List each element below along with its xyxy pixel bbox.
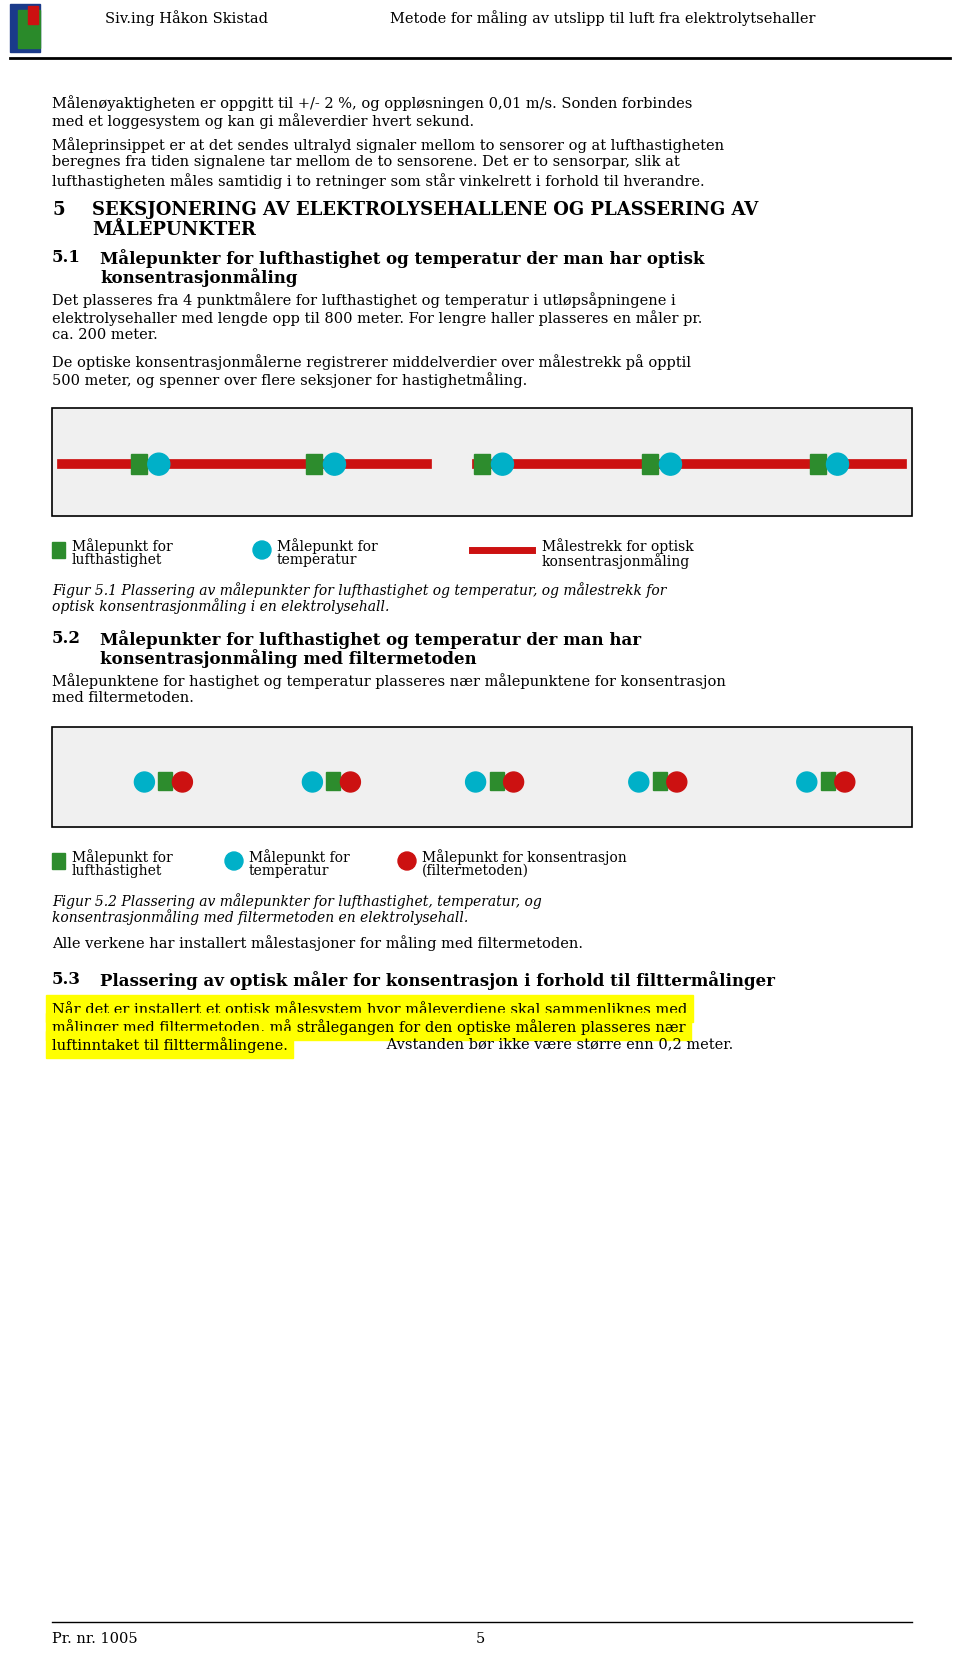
Circle shape bbox=[492, 453, 514, 475]
Text: Figur 5.1 Plassering av målepunkter for lufthastighet og temperatur, og målestre: Figur 5.1 Plassering av målepunkter for … bbox=[52, 581, 666, 598]
Text: 5.3: 5.3 bbox=[52, 971, 81, 988]
Text: 5.2: 5.2 bbox=[52, 630, 81, 646]
Bar bbox=[326, 771, 341, 790]
Text: med et loggesystem og kan gi måleverdier hvert sekund.: med et loggesystem og kan gi måleverdier… bbox=[52, 113, 474, 128]
Bar bbox=[52, 853, 65, 870]
Text: beregnes fra tiden signalene tar mellom de to sensorene. Det er to sensorpar, sl: beregnes fra tiden signalene tar mellom … bbox=[52, 155, 680, 168]
Text: Målepunkter for lufthastighet og temperatur der man har optisk: Målepunkter for lufthastighet og tempera… bbox=[100, 248, 705, 268]
Text: optisk konsentrasjonmåling i en elektrolysehall.: optisk konsentrasjonmåling i en elektrol… bbox=[52, 598, 390, 613]
Text: konsentrasjonmåling med filtermetoden: konsentrasjonmåling med filtermetoden bbox=[100, 650, 476, 668]
Text: Avstanden bør ikke være større enn 0,2 meter.: Avstanden bør ikke være større enn 0,2 m… bbox=[382, 1036, 733, 1051]
Text: Pr. nr. 1005: Pr. nr. 1005 bbox=[52, 1633, 137, 1646]
Circle shape bbox=[253, 541, 271, 560]
Text: Målenøyaktigheten er oppgitt til +/- 2 %, og oppløsningen 0,01 m/s. Sonden forbi: Målenøyaktigheten er oppgitt til +/- 2 %… bbox=[52, 95, 692, 112]
Text: ca. 200 meter.: ca. 200 meter. bbox=[52, 328, 157, 342]
Bar bbox=[490, 771, 504, 790]
Text: Målepunkt for: Målepunkt for bbox=[249, 850, 349, 865]
Bar bbox=[18, 10, 40, 48]
Circle shape bbox=[835, 771, 854, 791]
Text: Figur 5.2 Plassering av målepunkter for lufthastighet, temperatur, og: Figur 5.2 Plassering av målepunkter for … bbox=[52, 893, 541, 910]
Circle shape bbox=[797, 771, 817, 791]
Circle shape bbox=[667, 771, 686, 791]
Text: MÅLEPUNKTER: MÅLEPUNKTER bbox=[92, 222, 256, 238]
Bar bbox=[52, 408, 912, 516]
Text: Måleprinsippet er at det sendes ultralyd signaler mellom to sensorer og at lufth: Måleprinsippet er at det sendes ultralyd… bbox=[52, 137, 724, 153]
Text: temperatur: temperatur bbox=[249, 865, 329, 878]
Circle shape bbox=[341, 771, 360, 791]
Text: Det plasseres fra 4 punktmålere for lufthastighet og temperatur i utløpsåpningen: Det plasseres fra 4 punktmålere for luft… bbox=[52, 292, 676, 308]
Circle shape bbox=[660, 453, 682, 475]
Text: De optiske konsentrasjonmålerne registrerer middelverdier over målestrekk på opp: De optiske konsentrasjonmålerne registre… bbox=[52, 353, 691, 370]
Text: elektrolysehaller med lengde opp til 800 meter. For lengre haller plasseres en m: elektrolysehaller med lengde opp til 800… bbox=[52, 310, 703, 327]
Text: Når det er installert et optisk målesystem hvor måleverdiene skal sammenliknes m: Når det er installert et optisk målesyst… bbox=[52, 1001, 687, 1016]
Text: Målepunkt for: Målepunkt for bbox=[72, 850, 173, 865]
Text: 5: 5 bbox=[475, 1633, 485, 1646]
Text: Målepunkter for lufthastighet og temperatur der man har: Målepunkter for lufthastighet og tempera… bbox=[100, 630, 641, 650]
Text: luftinntaket til filttermålingene.: luftinntaket til filttermålingene. bbox=[52, 1036, 288, 1053]
Circle shape bbox=[324, 453, 346, 475]
Text: Målepunkt for: Målepunkt for bbox=[277, 538, 377, 553]
Text: Alle verkene har installert målestasjoner for måling med filtermetoden.: Alle verkene har installert målestasjone… bbox=[52, 935, 583, 951]
Text: Plassering av optisk måler for konsentrasjon i forhold til filttermålinger: Plassering av optisk måler for konsentra… bbox=[100, 971, 775, 990]
Bar bbox=[28, 7, 38, 23]
Bar bbox=[306, 455, 323, 475]
Text: konsentrasjonmåling med filtermetoden en elektrolysehall.: konsentrasjonmåling med filtermetoden en… bbox=[52, 910, 468, 925]
Text: 500 meter, og spenner over flere seksjoner for hastighetmåling.: 500 meter, og spenner over flere seksjon… bbox=[52, 372, 527, 388]
Bar bbox=[653, 771, 667, 790]
Text: 5: 5 bbox=[52, 202, 64, 218]
Bar bbox=[474, 455, 491, 475]
Bar bbox=[52, 726, 912, 826]
Text: Målepunkt for konsentrasjon: Målepunkt for konsentrasjon bbox=[422, 850, 627, 865]
Text: lufthastighet: lufthastighet bbox=[72, 865, 162, 878]
Bar bbox=[10, 3, 40, 52]
Circle shape bbox=[827, 453, 849, 475]
Text: Målestrekk for optisk: Målestrekk for optisk bbox=[542, 538, 694, 553]
Circle shape bbox=[466, 771, 486, 791]
Text: lufthastighet: lufthastighet bbox=[72, 553, 162, 566]
Bar bbox=[131, 455, 147, 475]
Bar bbox=[821, 771, 835, 790]
Text: konsentrasjonmåling: konsentrasjonmåling bbox=[542, 553, 690, 568]
Text: Målepunktene for hastighet og temperatur plasseres nær målepunktene for konsentr: Målepunktene for hastighet og temperatur… bbox=[52, 673, 726, 688]
Text: Siv.ing Håkon Skistad: Siv.ing Håkon Skistad bbox=[105, 10, 268, 27]
Text: konsentrasjonmåling: konsentrasjonmåling bbox=[100, 268, 298, 287]
Bar bbox=[809, 455, 826, 475]
Circle shape bbox=[302, 771, 323, 791]
Bar bbox=[158, 771, 173, 790]
Circle shape bbox=[134, 771, 155, 791]
Circle shape bbox=[173, 771, 192, 791]
Bar bbox=[52, 408, 912, 516]
Circle shape bbox=[504, 771, 523, 791]
Circle shape bbox=[398, 851, 416, 870]
Text: med filtermetoden.: med filtermetoden. bbox=[52, 691, 194, 705]
Text: Metode for måling av utslipp til luft fra elektrolytsehaller: Metode for måling av utslipp til luft fr… bbox=[390, 10, 815, 27]
Text: temperatur: temperatur bbox=[277, 553, 357, 566]
Text: lufthastigheten måles samtidig i to retninger som står vinkelrett i forhold til : lufthastigheten måles samtidig i to retn… bbox=[52, 173, 705, 188]
Text: (filtermetoden): (filtermetoden) bbox=[422, 865, 529, 878]
Text: SEKSJONERING AV ELEKTROLYSEHALLENE OG PLASSERING AV: SEKSJONERING AV ELEKTROLYSEHALLENE OG PL… bbox=[92, 202, 758, 218]
Text: Målepunkt for: Målepunkt for bbox=[72, 538, 173, 553]
Text: målinger med filtermetoden, må strålegangen for den optiske måleren plasseres næ: målinger med filtermetoden, må strålegan… bbox=[52, 1020, 685, 1035]
Circle shape bbox=[225, 851, 243, 870]
Text: 5.1: 5.1 bbox=[52, 248, 81, 267]
Bar bbox=[642, 455, 659, 475]
Bar bbox=[52, 541, 65, 558]
Circle shape bbox=[148, 453, 170, 475]
Bar bbox=[52, 726, 912, 826]
Circle shape bbox=[629, 771, 649, 791]
